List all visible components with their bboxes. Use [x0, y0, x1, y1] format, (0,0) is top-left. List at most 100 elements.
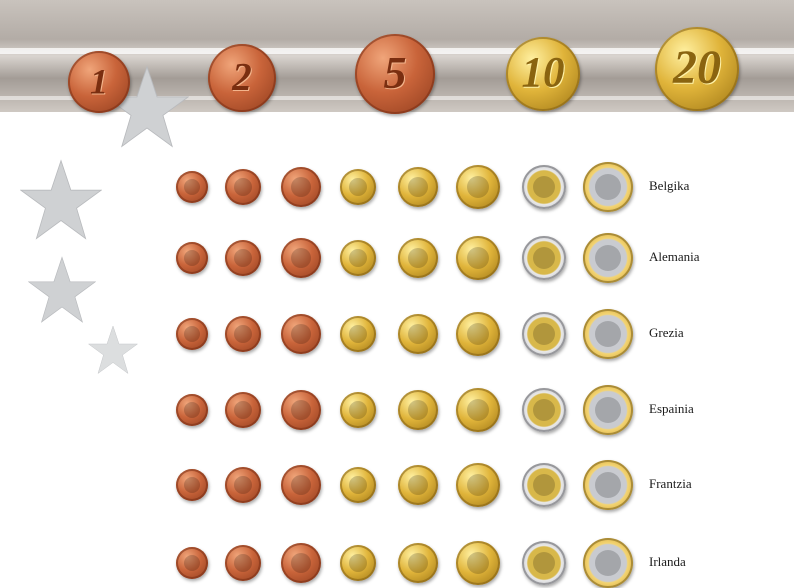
coin-design: [466, 473, 490, 497]
coin-design: [532, 551, 556, 575]
coin-alemania-4: [398, 238, 438, 278]
coin-value: 20: [673, 41, 721, 95]
coin-grezia-3: [340, 316, 376, 352]
country-label: Alemania: [649, 249, 700, 264]
coin-belgika-2: [281, 167, 321, 207]
coin-irlanda-7: [583, 538, 633, 588]
coin-frantzia-5: [456, 463, 500, 507]
coin-design: [290, 552, 312, 574]
coin-design: [183, 249, 201, 267]
coin-design: [233, 177, 253, 197]
coin-design: [595, 472, 621, 498]
coin-value: 1: [90, 61, 108, 102]
country-label: Belgika: [649, 178, 690, 193]
country-label: Frantzia: [649, 476, 692, 491]
coin-design: [532, 246, 556, 270]
coin-design: [233, 400, 253, 420]
coin-belgika-7: [583, 162, 633, 212]
coin-espainia-5: [456, 388, 500, 432]
coin-design: [348, 553, 368, 573]
coin-espainia-4: [398, 390, 438, 430]
coin-design: [348, 475, 368, 495]
coin-espainia-0: [176, 394, 208, 426]
coin-grezia-1: [225, 316, 261, 352]
coin-grezia-5: [456, 312, 500, 356]
coin-design: [595, 245, 621, 271]
coin-design: [595, 321, 621, 347]
coin-espainia-6: [522, 388, 566, 432]
coin-value: 5: [383, 47, 407, 99]
coin-design: [532, 175, 556, 199]
coin-belgika-1: [225, 169, 261, 205]
coin-design: [290, 474, 312, 496]
coin-belgika-3: [340, 169, 376, 205]
coin-design: [183, 401, 201, 419]
coin-design: [407, 323, 429, 345]
coin-frantzia-1: [225, 467, 261, 503]
coin-design: [532, 473, 556, 497]
coin-espainia-3: [340, 392, 376, 428]
coin-frantzia-6: [522, 463, 566, 507]
coin-design: [407, 176, 429, 198]
coin-value: 2: [232, 55, 252, 99]
coin-irlanda-3: [340, 545, 376, 581]
coin-design: [183, 178, 201, 196]
star-icon: [20, 159, 102, 240]
coin-alemania-2: [281, 238, 321, 278]
coin-frantzia-4: [398, 465, 438, 505]
coin-design: [348, 177, 368, 197]
coin-espainia-1: [225, 392, 261, 428]
coin-irlanda-1: [225, 545, 261, 581]
coin-design: [595, 550, 621, 576]
coin-frantzia-2: [281, 465, 321, 505]
coin-design: [407, 552, 429, 574]
coin-irlanda-2: [281, 543, 321, 583]
coin-design: [183, 325, 201, 343]
star-icon: [28, 256, 96, 323]
country-label: Espainia: [649, 401, 694, 416]
header-coin-2-cent: 2: [208, 44, 276, 112]
coin-design: [290, 247, 312, 269]
coin-irlanda-4: [398, 543, 438, 583]
coin-design: [532, 322, 556, 346]
coin-design: [466, 246, 490, 270]
coin-design: [407, 247, 429, 269]
coin-design: [233, 324, 253, 344]
coin-design: [290, 176, 312, 198]
coin-belgika-6: [522, 165, 566, 209]
header-coin-1-cent: 1: [68, 51, 130, 113]
coin-design: [532, 398, 556, 422]
coin-design: [183, 476, 201, 494]
coin-design: [466, 175, 490, 199]
country-label: Grezia: [649, 325, 684, 340]
coin-design: [466, 322, 490, 346]
coin-design: [233, 553, 253, 573]
coin-alemania-1: [225, 240, 261, 276]
star-icon: [88, 325, 138, 375]
coin-belgika-5: [456, 165, 500, 209]
coin-alemania-3: [340, 240, 376, 276]
coin-irlanda-6: [522, 541, 566, 585]
coin-belgika-4: [398, 167, 438, 207]
header-coin-20-cent: 20: [655, 27, 739, 111]
coin-alemania-7: [583, 233, 633, 283]
coin-design: [407, 399, 429, 421]
coin-frantzia-7: [583, 460, 633, 510]
coin-frantzia-0: [176, 469, 208, 501]
header-coin-5-cent: 5: [355, 34, 435, 114]
country-label: Irlanda: [649, 554, 686, 569]
header-coin-10-cent: 10: [506, 37, 580, 111]
coin-grezia-4: [398, 314, 438, 354]
coin-design: [466, 551, 490, 575]
coin-design: [466, 398, 490, 422]
coin-alemania-5: [456, 236, 500, 280]
coin-design: [348, 324, 368, 344]
coin-design: [595, 174, 621, 200]
coin-espainia-7: [583, 385, 633, 435]
coin-design: [290, 323, 312, 345]
coin-irlanda-5: [456, 541, 500, 585]
coin-value: 10: [521, 49, 565, 97]
coin-alemania-6: [522, 236, 566, 280]
coin-design: [233, 475, 253, 495]
coin-irlanda-0: [176, 547, 208, 579]
